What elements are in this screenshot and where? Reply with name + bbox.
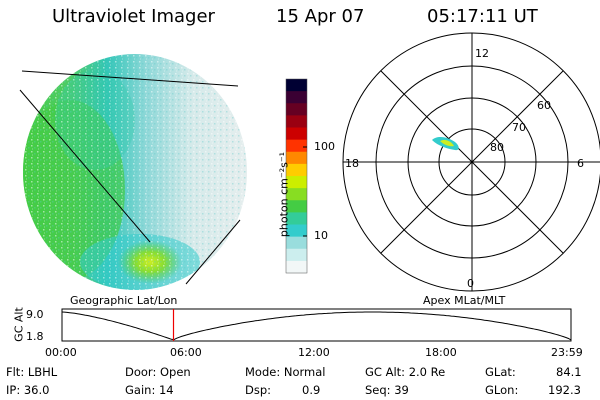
info-glon-value: 192.3: [548, 383, 581, 397]
auroral-image: [19, 54, 247, 290]
polar-mlt-12: 12: [475, 47, 489, 60]
timeline-y-tick-top: 9.0: [26, 308, 44, 321]
altitude-curve: [61, 311, 572, 341]
color-bar: [286, 79, 307, 274]
altitude-timeline: [61, 308, 572, 342]
colorbar-segment: [286, 236, 307, 250]
colorbar-segment: [286, 127, 307, 141]
timeline-left-label: Geographic Lat/Lon: [70, 294, 178, 307]
info-ip: IP: 36.0: [6, 383, 50, 397]
colorbar-segment: [286, 212, 307, 226]
colorbar-segment: [286, 163, 307, 177]
info-filter: Flt: LBHL: [6, 365, 58, 379]
terminator-line-top: [21, 70, 239, 87]
info-glon-label: GLon:: [485, 383, 519, 397]
timeline-right-label: Apex MLat/MLT: [423, 294, 506, 307]
timeline-frame: [61, 308, 572, 342]
timeline-x-tick-0000: 00:00: [45, 346, 77, 359]
colorbar-segment: [286, 139, 307, 153]
colorbar-segment: [286, 248, 307, 262]
terminator-line-diagonal: [19, 89, 151, 243]
polar-mlt-18: 18: [345, 157, 359, 170]
info-mode: Mode: Normal: [245, 365, 326, 379]
observation-time: 05:17:11 UT: [427, 6, 538, 27]
info-gain: Gain: 14: [125, 383, 174, 397]
observation-date: 15 Apr 07: [276, 6, 365, 27]
polar-lat-60: 60: [537, 99, 551, 112]
colorbar-segment: [286, 115, 307, 129]
colorbar-unit-label: photon cm⁻²s⁻¹: [277, 151, 291, 238]
colorbar-segment: [286, 176, 307, 189]
polar-mlt-6: 6: [577, 157, 584, 170]
polar-plot: [342, 32, 600, 292]
colorbar-segment: [286, 79, 307, 92]
colorbar-segment: [286, 151, 307, 165]
info-gc-alt: GC Alt: 2.0 Re: [365, 365, 446, 379]
info-glat-value: 84.1: [556, 365, 582, 379]
colorbar-label-10: 10: [314, 229, 328, 242]
colorbar-segment: [286, 103, 307, 116]
timeline-x-tick-1200: 12:00: [298, 346, 330, 359]
colorbar-segment: [286, 224, 307, 238]
limb-line: [185, 219, 241, 285]
polar-lat-80: 80: [490, 141, 504, 154]
polar-aurora-patch: [432, 136, 459, 151]
info-door: Door: Open: [125, 365, 191, 379]
timeline-x-tick-0600: 06:00: [170, 346, 202, 359]
polar-lat-70: 70: [512, 121, 526, 134]
polar-diagonal-2: [380, 70, 564, 254]
polar-mlt-0: 0: [467, 277, 474, 290]
colorbar-segment: [286, 200, 307, 213]
instrument-title: Ultraviolet Imager: [52, 6, 215, 27]
colorbar-segment: [286, 188, 307, 201]
timeline-x-tick-2359: 23:59: [551, 346, 583, 359]
colorbar-label-100: 100: [314, 140, 335, 153]
timeline-x-tick-1800: 18:00: [425, 346, 457, 359]
timeline-y-tick-bottom: 1.8: [26, 330, 44, 343]
info-dsp-label: Dsp:: [245, 383, 272, 397]
timeline-y-axis-label: GC Alt: [12, 307, 26, 342]
colorbar-segment: [286, 91, 307, 104]
colorbar-segment: [286, 260, 307, 274]
info-dsp-value: 0.9: [302, 383, 321, 397]
info-glat-label: GLat:: [485, 365, 516, 379]
info-seq: Seq: 39: [365, 383, 409, 397]
